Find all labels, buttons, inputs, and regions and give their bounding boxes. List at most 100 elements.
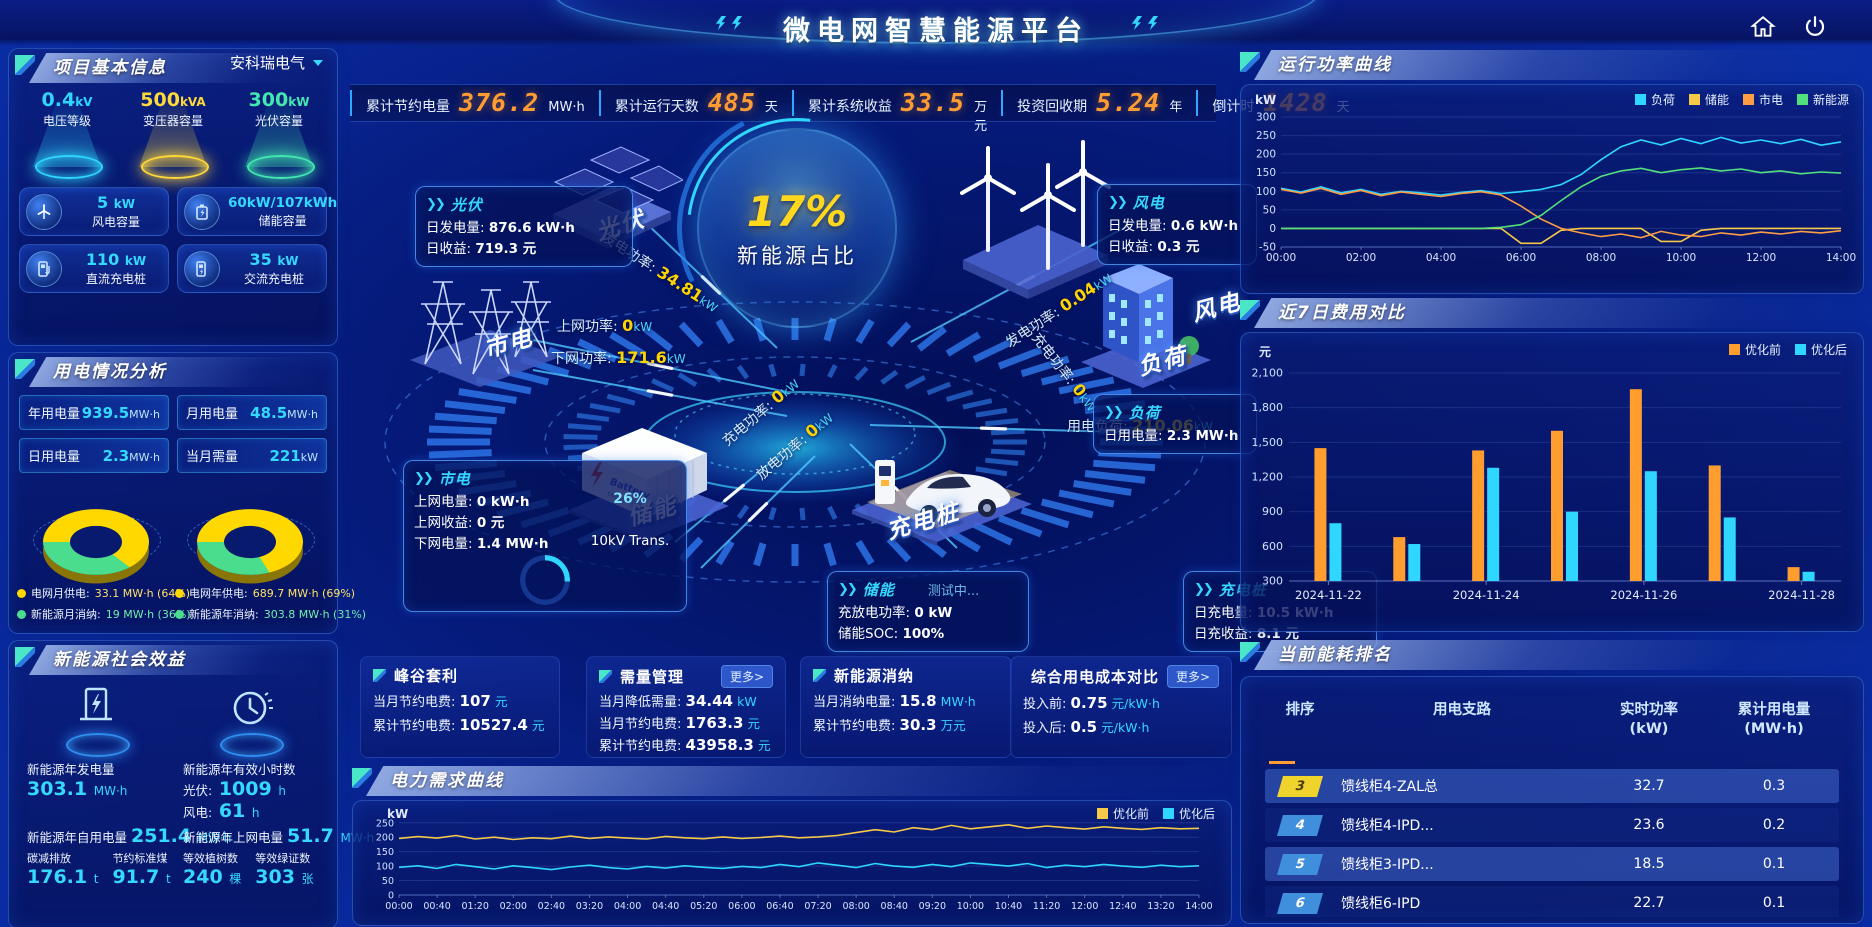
benefit-card-row: 投入前: 0.75 元/kW·h — [1023, 694, 1160, 712]
more-button[interactable]: 更多> — [720, 665, 773, 688]
kpi-unit: 年 — [1169, 100, 1183, 115]
svg-text:900: 900 — [1262, 505, 1283, 518]
svg-text:07:20: 07:20 — [804, 901, 831, 912]
svg-text:12:00: 12:00 — [1746, 252, 1776, 264]
svg-text:100: 100 — [1256, 186, 1276, 198]
capacity-value: 110 kW — [85, 250, 147, 269]
renewable-share-sphere: 17% 新能源占比 — [697, 128, 897, 328]
svg-text:-50: -50 — [1259, 242, 1276, 254]
svg-text:06:00: 06:00 — [1506, 252, 1536, 264]
legend-dot — [17, 609, 26, 619]
legend-value: 689.7 MW·h (69%) — [252, 586, 356, 600]
info-row: 日发电量: 876.6 kW·h — [426, 220, 575, 236]
power-stat-box: 日用电量 2.3MW·h — [19, 438, 169, 473]
power-stat-value: 48.5MW·h — [250, 403, 318, 422]
legend-dot — [175, 609, 184, 619]
capacity-cards: 5 kW 风电容量 60kW/107kWh 储能容量 110 kW 直流充电桩 35 kW 交… — [19, 187, 337, 293]
ev-charger-icon — [837, 422, 1037, 551]
legend-label: 新能源月消纳: — [31, 608, 101, 621]
renewable-share-label: 新能源占比 — [737, 243, 857, 268]
svg-text:2,100: 2,100 — [1252, 367, 1284, 380]
cone-base-decor — [247, 155, 315, 179]
benefit-card-row: 当月节约电费: 1763.3 元 — [599, 714, 761, 732]
info-box-rows: 日发电量: 0.6 kW·h 日收益: 0.3 元 — [1108, 216, 1246, 258]
transformer-gauge-label: 10kV Trans. — [590, 533, 670, 549]
double-chevron-icon: ❯❯ — [1108, 195, 1128, 210]
stat-value: 风电: 61 h — [183, 800, 260, 822]
branch-cell: 馈线柜4-IPD... — [1341, 818, 1434, 834]
benefit-card-row: 当月降低需量: 34.44 kW — [599, 692, 757, 710]
benefit-card-row: 当月节约电费: 107 元 — [373, 692, 508, 710]
legend-value: 19 MW·h (36%) — [105, 607, 191, 621]
dc-charger-icon — [26, 250, 62, 287]
info-box-title-row: ❯❯ 负荷 — [1104, 402, 1246, 423]
social-benefit-icons — [19, 681, 327, 757]
benefit-card-title: 需量管理 — [620, 668, 685, 686]
clock-icon — [207, 681, 293, 757]
rank-cell: 4 — [1265, 814, 1335, 836]
corner-icon — [599, 670, 612, 683]
more-button[interactable]: 更多> — [1167, 665, 1220, 688]
legend-item: 电网年供电: 689.7 MW·h (69%) — [175, 585, 355, 601]
ranking-header: 当前能耗排名 — [1240, 640, 1872, 670]
legend-item: 电网月供电: 33.1 MW·h (64%) — [17, 585, 190, 601]
kpi-item: 累计节约电量 376.2 MW·h — [350, 90, 599, 116]
benefit-card-3: 综合用电成本对比 更多> 投入前: 0.75 元/kW·h 投入后: 0.5 元/kW… — [1010, 656, 1232, 758]
double-chevron-icon: ❯❯ — [1194, 582, 1214, 597]
svg-text:10:40: 10:40 — [995, 901, 1022, 912]
table-row[interactable]: 6 馈线柜6-IPD 22.7 0.1 — [1265, 886, 1839, 917]
info-row: 上网收益: 0 元 — [414, 515, 505, 531]
storage-info-box: ❯❯ 储能 测试中... 充放电功率: 0 kW 储能SOC: 100% — [827, 571, 1029, 652]
svg-text:05:20: 05:20 — [690, 901, 717, 912]
rank-badge: 5 — [1276, 853, 1324, 875]
power-stat-label: 月用电量 — [186, 407, 239, 422]
home-icon[interactable] — [1750, 14, 1776, 40]
legend-value: 303.8 MW·h (31%) — [263, 607, 367, 621]
transformer-gauge-percent: 26% — [613, 491, 647, 507]
stat-line: 等效植树数 240 棵 — [183, 852, 242, 888]
ranking-col-header: 实时功率 (kW) — [1620, 702, 1678, 737]
svg-text:12:40: 12:40 — [1109, 901, 1136, 912]
legend-label: 新能源年消纳: — [189, 608, 259, 621]
social-stat-togrid: 新能源年上网电量 51.7 MW·h — [183, 825, 374, 847]
power-icon[interactable] — [1802, 14, 1828, 40]
demand-chart-panel: 优化前 优化后 kW 250 200 150 100 50 0 00:00 00:40 01:20… — [352, 800, 1232, 926]
kpi-value: 376.2 — [459, 88, 540, 117]
svg-text:150: 150 — [376, 847, 394, 858]
stat-label: 新能源年发电量 — [27, 762, 115, 777]
legend-dot — [175, 588, 184, 598]
benefit-card-title-row: 综合用电成本对比 更多> — [1023, 665, 1220, 688]
run-y-unit: kW — [1255, 93, 1277, 107]
donut-chart — [43, 509, 149, 575]
kpi-value: 5.24 — [1096, 88, 1161, 117]
capacity-card: 110 kW 直流充电桩 — [19, 244, 169, 293]
company-selector[interactable]: 安科瑞电气 — [230, 52, 323, 73]
ranking-col-header: 用电支路 — [1433, 702, 1491, 718]
power-cell: 22.7 — [1633, 895, 1665, 911]
table-row[interactable]: 3 馈线柜4-ZAL总 32.7 0.3 — [1265, 769, 1839, 803]
benefit-card-2: 新能源消纳 当月消纳电量: 15.8 MW·h 累计节约电费: 30.3 万元 — [800, 656, 1012, 758]
info-row: 下网电量: 1.4 MW·h — [414, 536, 549, 552]
cost-chart: 2,100 1,800 1,500 1,200 900 600 300 2024-11-22 2… — [1252, 367, 1841, 602]
info-row: 充放电功率: 0 kW — [838, 605, 953, 621]
stat-label: 新能源年有效小时数 — [183, 762, 296, 777]
rank-badge: 3 — [1276, 775, 1324, 797]
company-name: 安科瑞电气 — [229, 54, 305, 72]
demand-chart: 250 200 150 100 50 000:00 00:40 01:20 02:00 02:40… — [376, 818, 1213, 912]
svg-text:150: 150 — [1256, 167, 1276, 179]
stat-value: 303.1 MW·h — [27, 778, 128, 800]
ranking-col-header: 累计用电量 (MW·h) — [1737, 702, 1811, 737]
legend-entry: 优化后 — [1162, 805, 1215, 822]
cone-value: 300kW — [248, 89, 310, 111]
benefit-card-title: 新能源消纳 — [834, 667, 915, 685]
power-stat-value: 2.3MW·h — [102, 446, 160, 465]
svg-text:04:40: 04:40 — [652, 901, 679, 912]
svg-text:250: 250 — [376, 818, 394, 829]
table-row[interactable]: 5 馈线柜3-IPD... 18.5 0.1 — [1265, 847, 1839, 881]
power-analysis-panel: 用电情况分析 年用电量 939.5MW·h 月用电量 48.5MW·h 日用电量 2.3M… — [8, 352, 366, 634]
run-chart-legend: 负荷 储能 市电 新能源 — [1634, 91, 1849, 108]
cone-base-decor — [35, 155, 103, 179]
cost-y-unit: 元 — [1259, 345, 1272, 359]
svg-text:2024-11-22: 2024-11-22 — [1295, 588, 1362, 602]
table-row[interactable]: 4 馈线柜4-IPD... 23.6 0.2 — [1265, 808, 1839, 842]
